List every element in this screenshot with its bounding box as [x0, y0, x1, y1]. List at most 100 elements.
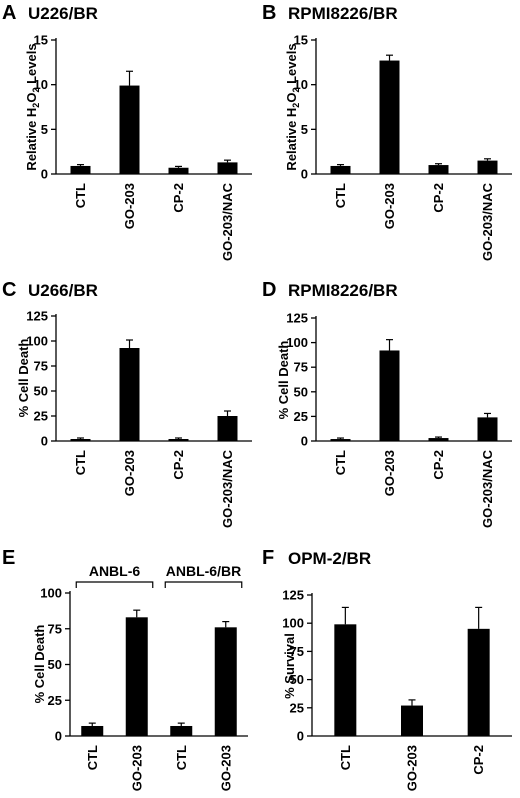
panel-title: RPMI8226/BR: [288, 4, 398, 23]
group-label: ANBL-6: [89, 563, 141, 579]
y-tick-label: 25: [294, 409, 308, 424]
panel-d: D RPMI8226/BR 0 25 50 75 100 125 % Cell Death CTL…: [262, 279, 512, 528]
x-tick-label: GO-203: [122, 450, 137, 496]
bar: [70, 439, 91, 441]
x-tick-label: CTL: [174, 745, 189, 770]
x-tick-label: CP-2: [171, 450, 186, 480]
y-axis-label: % Cell Death: [32, 625, 47, 704]
group-bracket: [75, 581, 154, 588]
y-tick-label: 25: [290, 700, 304, 715]
bar: [467, 628, 490, 736]
bar: [428, 165, 449, 174]
y-tick-label: 10: [34, 77, 48, 92]
x-tick-label: GO-203/NAC: [220, 449, 235, 528]
y-axis-label: % Survival: [282, 633, 297, 699]
x-tick-label: CTL: [333, 450, 348, 475]
panel-title: U226/BR: [28, 4, 98, 23]
y-axis-label: Relative H2O2 Levels: [284, 43, 301, 170]
y-tick-label: 125: [26, 309, 48, 324]
y-tick-label: 125: [286, 311, 308, 326]
y-tick-label: 75: [34, 359, 48, 374]
x-tick-label: GO-203: [122, 183, 137, 229]
x-tick-label: CTL: [338, 745, 353, 770]
y-tick-label: 75: [48, 621, 62, 636]
panel-letter: E: [2, 547, 15, 569]
y-tick-label: 125: [282, 588, 304, 603]
y-tick-label: 0: [297, 729, 304, 744]
y-axis-label: % Cell Death: [276, 341, 291, 420]
y-tick-label: 75: [290, 644, 304, 659]
panel-title: OPM-2/BR: [288, 549, 371, 568]
bar: [168, 167, 189, 174]
bar: [81, 725, 104, 736]
bar: [428, 438, 449, 441]
x-tick-label: CTL: [333, 183, 348, 208]
x-tick-label: CP-2: [431, 183, 446, 213]
group-bracket: [164, 581, 243, 588]
panel-letter: C: [2, 279, 16, 301]
x-tick-label: GO-203/NAC: [480, 449, 495, 528]
y-tick-label: 50: [294, 384, 308, 399]
bar: [477, 160, 498, 174]
x-tick-label: CP-2: [171, 183, 186, 213]
x-tick-label: CTL: [73, 450, 88, 475]
y-axis-label: % Cell Death: [16, 339, 31, 418]
bar: [170, 725, 193, 736]
x-tick-label: CTL: [73, 183, 88, 208]
bar: [379, 60, 400, 175]
bar: [379, 350, 400, 441]
y-axis-label: Relative H2O2 Levels: [24, 43, 41, 170]
y-tick-label: 0: [41, 434, 48, 449]
x-tick-label: GO-203: [129, 745, 144, 791]
y-tick-label: 50: [290, 672, 304, 687]
group-label: ANBL-6/BR: [166, 563, 241, 579]
bar: [168, 439, 189, 441]
bar: [119, 85, 140, 174]
bar: [214, 627, 237, 736]
y-tick-label: 100: [282, 616, 304, 631]
panel-title: RPMI8226/BR: [288, 281, 398, 300]
bar: [119, 348, 140, 441]
panel-letter: A: [2, 2, 16, 24]
bar: [330, 165, 351, 174]
y-tick-label: 0: [301, 434, 308, 449]
bar: [125, 617, 148, 736]
y-tick-label: 100: [286, 335, 308, 350]
panel-letter: F: [262, 547, 274, 569]
y-tick-label: 0: [301, 167, 308, 182]
x-tick-label: GO-203/NAC: [220, 182, 235, 261]
bar: [334, 624, 357, 736]
y-tick-label: 100: [40, 586, 62, 601]
x-tick-label: GO-203: [218, 745, 233, 791]
panel-letter: B: [262, 2, 276, 24]
y-tick-label: 100: [26, 334, 48, 349]
panel-title: U266/BR: [28, 281, 98, 300]
bar: [330, 439, 351, 441]
bar: [401, 705, 423, 736]
y-tick-label: 5: [301, 122, 308, 137]
bar: [217, 416, 238, 441]
y-tick-label: 50: [34, 384, 48, 399]
x-tick-label: GO-203: [382, 450, 397, 496]
x-tick-label: GO-203: [405, 745, 420, 791]
x-tick-label: CP-2: [431, 450, 446, 480]
y-tick-label: 25: [34, 409, 48, 424]
bar: [217, 162, 238, 174]
y-tick-label: 50: [48, 657, 62, 672]
panel-letter: D: [262, 279, 276, 301]
panel-e: E 0 25 50 75 100 % Cell Death CTL GO-203 CTL GO-20…: [2, 547, 248, 791]
panel-f: F OPM-2/BR 0 25 50 75 100 125 % Survival CTL GO-20…: [262, 547, 512, 791]
y-tick-label: 15: [294, 33, 308, 48]
y-tick-label: 75: [294, 360, 308, 375]
x-tick-label: CP-2: [471, 745, 486, 775]
y-tick-label: 0: [55, 729, 62, 744]
y-tick-label: 15: [34, 33, 48, 48]
x-tick-label: CTL: [85, 745, 100, 770]
x-tick-label: GO-203: [382, 183, 397, 229]
y-tick-label: 5: [41, 122, 48, 137]
y-tick-label: 10: [294, 77, 308, 92]
bar: [70, 165, 91, 174]
